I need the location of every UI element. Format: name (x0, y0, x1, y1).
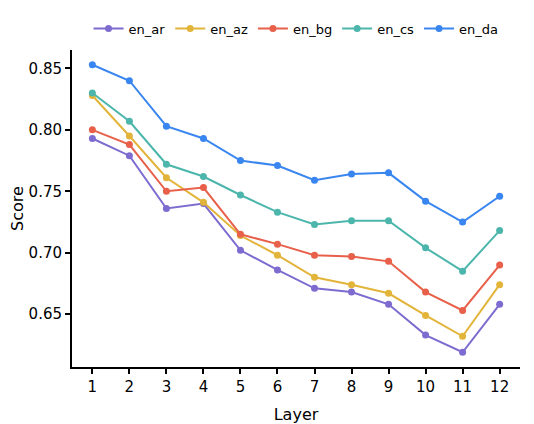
svg-text:6: 6 (273, 378, 283, 396)
svg-text:en_ar: en_ar (129, 22, 166, 37)
svg-text:3: 3 (162, 378, 172, 396)
svg-text:11: 11 (453, 378, 472, 396)
svg-text:5: 5 (236, 378, 246, 396)
svg-text:en_bg: en_bg (293, 22, 332, 37)
svg-text:4: 4 (199, 378, 209, 396)
svg-text:7: 7 (310, 378, 320, 396)
svg-text:0.75: 0.75 (29, 183, 62, 201)
svg-text:2: 2 (125, 378, 135, 396)
svg-text:en_cs: en_cs (377, 22, 414, 37)
svg-text:Layer: Layer (274, 405, 319, 424)
svg-text:12: 12 (490, 378, 509, 396)
svg-text:0.80: 0.80 (29, 121, 62, 139)
svg-text:8: 8 (347, 378, 357, 396)
svg-text:10: 10 (416, 378, 435, 396)
svg-text:0.65: 0.65 (29, 305, 62, 323)
svg-text:Score: Score (8, 186, 27, 231)
svg-text:0.70: 0.70 (29, 244, 62, 262)
svg-text:en_da: en_da (459, 22, 498, 37)
svg-text:0.85: 0.85 (29, 60, 62, 78)
svg-text:9: 9 (384, 378, 394, 396)
svg-text:en_az: en_az (210, 22, 248, 37)
svg-text:1: 1 (88, 378, 98, 396)
